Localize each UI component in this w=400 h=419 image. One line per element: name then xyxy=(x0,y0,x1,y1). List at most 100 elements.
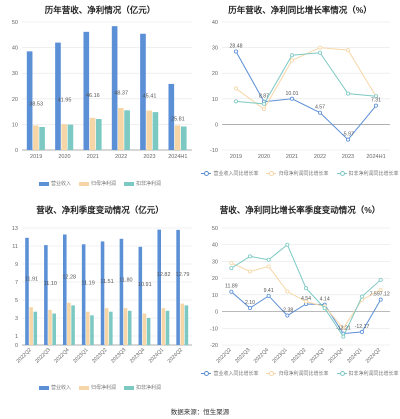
legend-swatch xyxy=(38,181,49,186)
bar xyxy=(62,234,67,345)
data-label: 7.12 xyxy=(380,292,390,298)
data-point xyxy=(266,264,271,269)
legend-swatch xyxy=(124,181,134,186)
legend-swatch xyxy=(78,181,89,186)
legend-swatch xyxy=(124,385,134,390)
data-label: -2.38 xyxy=(281,308,293,314)
bar xyxy=(100,241,105,345)
data-point xyxy=(248,269,253,274)
y-tick-label: 1 xyxy=(15,334,18,340)
bar xyxy=(67,124,74,150)
bar xyxy=(48,309,52,345)
bar xyxy=(29,307,33,345)
data-point xyxy=(345,137,350,142)
x-tick-label: 2023 xyxy=(342,154,354,160)
quarterly-amount-panel: 营收、净利季度变动情况（亿元） 0 1 3 5 7 9 11 13 2022Q2 2022Q3 20… xyxy=(0,200,200,405)
x-tick-label: 2024Q1 xyxy=(148,347,165,364)
x-tick-label: 2021 xyxy=(286,154,298,160)
bar xyxy=(138,246,143,345)
bar xyxy=(71,305,75,345)
legend-label: 扣非净利润同比增长率 xyxy=(348,371,399,377)
x-tick-label: 2022Q4 xyxy=(253,347,270,364)
bar xyxy=(157,229,161,345)
data-label: 41.95 xyxy=(58,98,72,104)
y-tick-label: -10 xyxy=(210,148,218,154)
series-line xyxy=(231,243,382,338)
data-point xyxy=(290,53,295,58)
y-tick-label: 9 xyxy=(15,262,18,268)
bar xyxy=(61,124,68,150)
data-label: 38.53 xyxy=(29,102,43,108)
bar xyxy=(39,126,45,150)
data-point xyxy=(234,49,239,54)
data-point xyxy=(262,107,267,112)
data-label: 25.81 xyxy=(171,116,185,122)
x-tick-label: 2022Q3 xyxy=(234,347,251,364)
y-tick-label: 0 xyxy=(215,122,218,128)
x-tick-label: 2024Q2 xyxy=(365,347,382,364)
data-label: -5.97 xyxy=(342,132,354,138)
data-point xyxy=(262,101,267,106)
data-label: 2.10 xyxy=(245,300,255,306)
bar xyxy=(142,313,147,345)
legend-label: 归母净利润 xyxy=(90,181,116,187)
legend-item: 扣非净利润同比增长率 xyxy=(336,370,399,377)
bar xyxy=(146,318,151,345)
y-tick-label: 5 xyxy=(15,298,18,304)
x-tick-label: 2023 xyxy=(143,154,155,160)
bar xyxy=(184,305,189,345)
y-tick-label: 30 xyxy=(212,259,218,265)
bar xyxy=(124,110,130,150)
data-label: 11.51 xyxy=(100,279,113,285)
y-tick-label: 20 xyxy=(212,276,218,282)
data-point xyxy=(266,257,271,262)
y-tick-label: -20 xyxy=(210,343,218,349)
data-point xyxy=(229,261,234,266)
data-label: 4.57 xyxy=(315,105,325,111)
y-tick-label: 10 xyxy=(212,97,218,103)
x-tick-label: 2023Q1 xyxy=(72,347,89,364)
data-point xyxy=(234,86,239,91)
data-point xyxy=(378,297,383,302)
legend-label: 扣非净利润同比增长率 xyxy=(348,171,399,177)
x-tick-label: 2023Q2 xyxy=(290,347,307,364)
x-tick-label: 2024H1 xyxy=(366,154,385,160)
bar xyxy=(176,229,180,345)
y-tick-label: 30 xyxy=(212,46,218,52)
bar xyxy=(174,125,181,150)
data-point xyxy=(248,306,253,311)
data-point xyxy=(285,289,290,294)
bar xyxy=(33,125,39,150)
data-point xyxy=(322,306,327,311)
legend-item: 扣非净利润 xyxy=(124,384,161,391)
data-point xyxy=(229,289,234,294)
bar xyxy=(111,26,118,151)
x-tick-label: 2022Q3 xyxy=(34,347,51,364)
bar xyxy=(161,308,166,345)
data-source: 数据来源：恒生聚源 xyxy=(170,409,230,416)
x-tick-label: 2024Q2 xyxy=(167,347,184,364)
data-point xyxy=(373,94,378,99)
data-point xyxy=(359,294,364,299)
legend-label: 归母净利润同比增长率 xyxy=(278,371,329,377)
chart-legend: 营业收入同比增长率 归母净利润同比增长率 扣非净利润同比增长率 xyxy=(200,370,400,377)
y-tick-label: 40 xyxy=(212,20,218,26)
data-label: 9.41 xyxy=(264,288,274,294)
bar xyxy=(180,126,187,150)
y-tick-label: 3 xyxy=(15,316,18,322)
data-label: 12.82 xyxy=(157,272,171,278)
data-point xyxy=(341,326,346,331)
bar xyxy=(109,311,113,345)
data-point xyxy=(285,313,290,318)
x-tick-label: 2024H1 xyxy=(168,154,187,160)
chart-legend: 营业收入 归母净利润 扣非净利润 xyxy=(0,180,200,187)
data-label: 8.87 xyxy=(259,94,269,100)
legend-label: 营业收入同比增长率 xyxy=(213,171,259,177)
data-point xyxy=(318,45,323,50)
y-tick-label: 20 xyxy=(212,71,218,77)
data-point xyxy=(234,99,239,104)
bar xyxy=(152,112,159,150)
x-tick-label: 2022Q2 xyxy=(16,347,33,364)
